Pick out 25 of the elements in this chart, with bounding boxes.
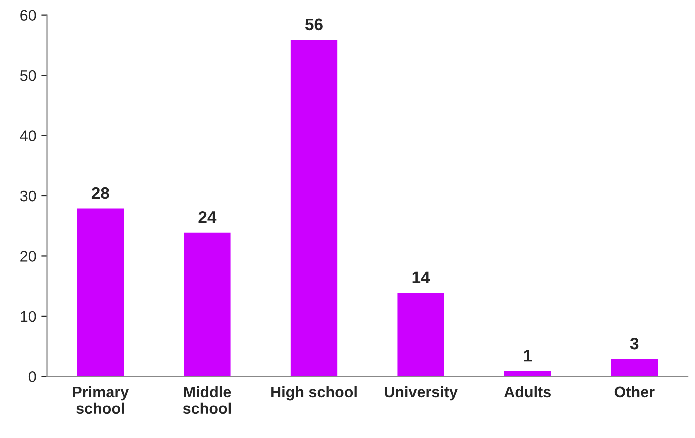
data-label: 3 (630, 338, 639, 350)
y-tick-label: 60 (20, 10, 36, 22)
bar (290, 38, 339, 377)
y-tick-label: 10 (21, 311, 36, 322)
y-tick-label: 30 (20, 190, 36, 202)
data-label: 56 (306, 18, 323, 31)
y-tick-label: 50 (20, 70, 36, 82)
bar (182, 231, 232, 377)
bar (503, 370, 553, 377)
bar (610, 358, 660, 377)
x-tick-label: High school (272, 386, 357, 401)
y-tick-label: 20 (20, 251, 36, 262)
data-label: 1 (524, 350, 532, 362)
x-tick-label: University (385, 386, 458, 401)
bar (396, 292, 446, 377)
bar (76, 207, 126, 377)
x-tick-label: Middle school (183, 386, 232, 414)
data-label: 24 (198, 211, 217, 224)
y-tick-label: 40 (20, 130, 36, 142)
x-tick-label: Primary school (73, 386, 130, 414)
y-tick-label: 0 (28, 372, 36, 382)
data-label: 14 (412, 272, 430, 284)
x-tick-label: Adults (504, 386, 551, 398)
x-tick-label: Other (614, 386, 655, 398)
data-label: 28 (92, 187, 110, 200)
